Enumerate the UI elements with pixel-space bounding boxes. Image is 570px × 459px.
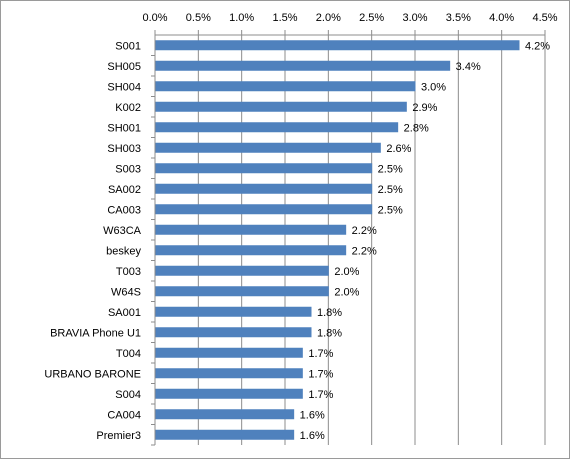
category-label: SH005 [107,61,141,73]
x-tick-label: 1.5% [272,12,297,24]
data-label: 1.7% [308,368,333,380]
data-label: 2.6% [386,143,411,155]
x-tick-label: 3.0% [402,12,427,24]
category-label: S001 [115,40,141,52]
data-label: 3.4% [456,61,481,73]
bar [155,265,329,276]
data-label: 2.2% [352,225,377,237]
bar [155,388,303,399]
category-label: T004 [116,348,141,360]
x-tick-label: 2.0% [316,12,341,24]
category-label: T003 [116,266,141,278]
x-tick-label: 0.5% [186,12,211,24]
bar [155,306,312,317]
data-label: 2.5% [378,204,403,216]
data-label: 3.0% [421,81,446,93]
bar [155,286,329,297]
category-label: SA002 [108,184,141,196]
x-tick-label: 4.5% [532,12,557,24]
category-label: K002 [115,102,141,114]
category-label: W63CA [103,225,142,237]
bar [155,327,312,338]
bar [155,409,295,420]
category-label: BRAVIA Phone U1 [50,327,141,339]
bar [155,142,381,153]
category-label: SH001 [107,122,141,134]
category-label: CA003 [107,204,141,216]
category-label: SH003 [107,143,141,155]
data-label: 1.7% [308,348,333,360]
category-label: W64S [111,286,141,298]
bar [155,245,347,256]
data-label: 1.6% [300,430,325,442]
data-label: 2.5% [378,184,403,196]
x-tick-label: 2.5% [359,12,384,24]
data-label: 1.6% [300,409,325,421]
data-label: 2.5% [378,163,403,175]
bar [155,122,399,133]
bar [155,224,347,235]
data-label: 4.2% [525,40,550,52]
data-label: 2.0% [334,266,359,278]
bar [155,81,416,92]
bar [155,429,295,440]
category-label: Premier3 [96,430,141,442]
bar [155,183,373,194]
bar [155,368,303,379]
x-tick-label: 1.0% [229,12,254,24]
category-label: SH004 [107,81,141,93]
category-label: SA001 [108,307,141,319]
bar [155,347,303,358]
bar [155,40,520,51]
x-tick-label: 0.0% [142,12,167,24]
bar [155,60,451,71]
bar [155,204,373,215]
data-label: 1.7% [308,389,333,401]
category-label: S003 [115,163,141,175]
data-label: 2.0% [334,286,359,298]
x-tick-label: 3.5% [446,12,471,24]
category-label: CA004 [107,409,141,421]
category-label: URBANO BARONE [44,368,141,380]
data-label: 1.8% [317,327,342,339]
bar [155,101,407,112]
data-label: 1.8% [317,307,342,319]
data-label: 2.2% [352,245,377,257]
data-label: 2.9% [412,102,437,114]
data-label: 2.8% [404,122,429,134]
category-label: S004 [115,389,141,401]
x-tick-label: 4.0% [489,12,514,24]
category-label: beskey [106,245,141,257]
bar [155,163,373,174]
